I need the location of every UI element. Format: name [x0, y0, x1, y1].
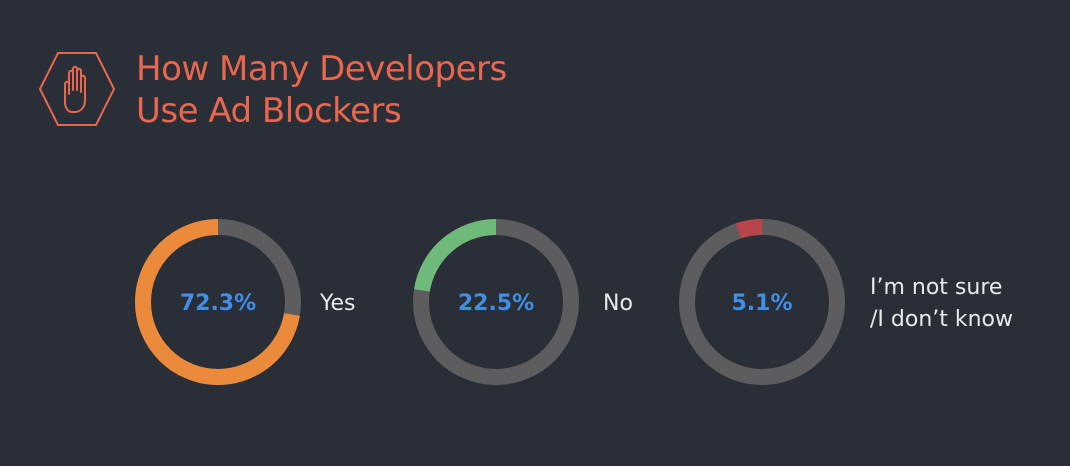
- donut-label-i-m-not-sure-line-2: /I don’t know: [870, 307, 1013, 332]
- donut-i-m-not-sure: 5.1% I’m not sure/I don’t know: [679, 219, 1013, 385]
- chart-title-line-1: How Many Developers: [136, 49, 507, 89]
- donut-label-yes: Yes: [319, 291, 356, 316]
- chart-title: How Many Developers Use Ad Blockers: [136, 48, 507, 132]
- donut-yes: 72.3% Yes: [135, 219, 356, 385]
- stop-hand-hexagon-icon: [38, 52, 116, 126]
- chart-header: How Many Developers Use Ad Blockers: [38, 48, 507, 132]
- donut-value-i-m-not-sure: 5.1%: [731, 291, 792, 316]
- chart-title-line-2: Use Ad Blockers: [136, 91, 402, 131]
- donut-label-no: No: [603, 291, 633, 316]
- donut-value-no: 22.5%: [458, 291, 534, 316]
- donut-no: 22.5% No: [413, 219, 633, 385]
- donut-label-i-m-not-sure-line-1: I’m not sure: [870, 275, 1002, 300]
- donut-value-yes: 72.3%: [180, 291, 256, 316]
- donut-slice-no: [413, 219, 579, 385]
- donut-slice-i-m-not-sure: [679, 219, 845, 385]
- donut-slice-yes: [135, 219, 301, 385]
